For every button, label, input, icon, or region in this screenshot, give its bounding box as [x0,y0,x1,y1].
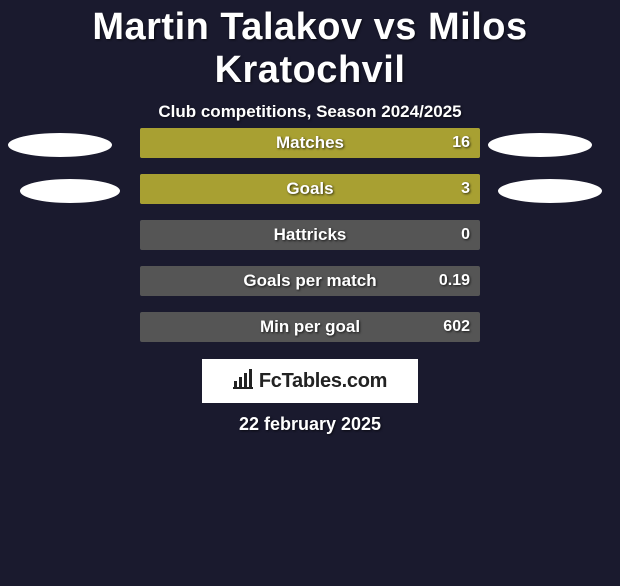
stat-bar-track [140,220,480,250]
comparison-chart: Matches16 Goals3 Hattricks0 Goals per match… [0,128,620,358]
brand-label: FcTables.com [259,370,387,393]
comparison-date: 22 february 2025 [0,414,620,435]
stat-bar-fill [140,128,480,158]
stat-bar-fill [140,174,480,204]
stat-row: Goals3 [0,174,620,204]
right-player-ellipse [488,133,592,157]
right-player-ellipse [498,179,602,203]
stat-row: Matches16 [0,128,620,158]
stat-row: Min per goal602 [0,312,620,342]
brand-badge: FcTables.com [202,359,418,403]
comparison-subtitle: Club competitions, Season 2024/2025 [0,102,620,122]
stat-bar-track [140,128,480,158]
stat-row: Goals per match0.19 [0,266,620,296]
left-player-ellipse [8,133,112,157]
bar-chart-icon [233,369,255,394]
stat-bar-track [140,174,480,204]
stat-bar-track [140,266,480,296]
stat-bar-track [140,312,480,342]
comparison-title: Martin Talakov vs Milos Kratochvil [0,6,620,92]
left-player-ellipse [20,179,120,203]
stat-row: Hattricks0 [0,220,620,250]
